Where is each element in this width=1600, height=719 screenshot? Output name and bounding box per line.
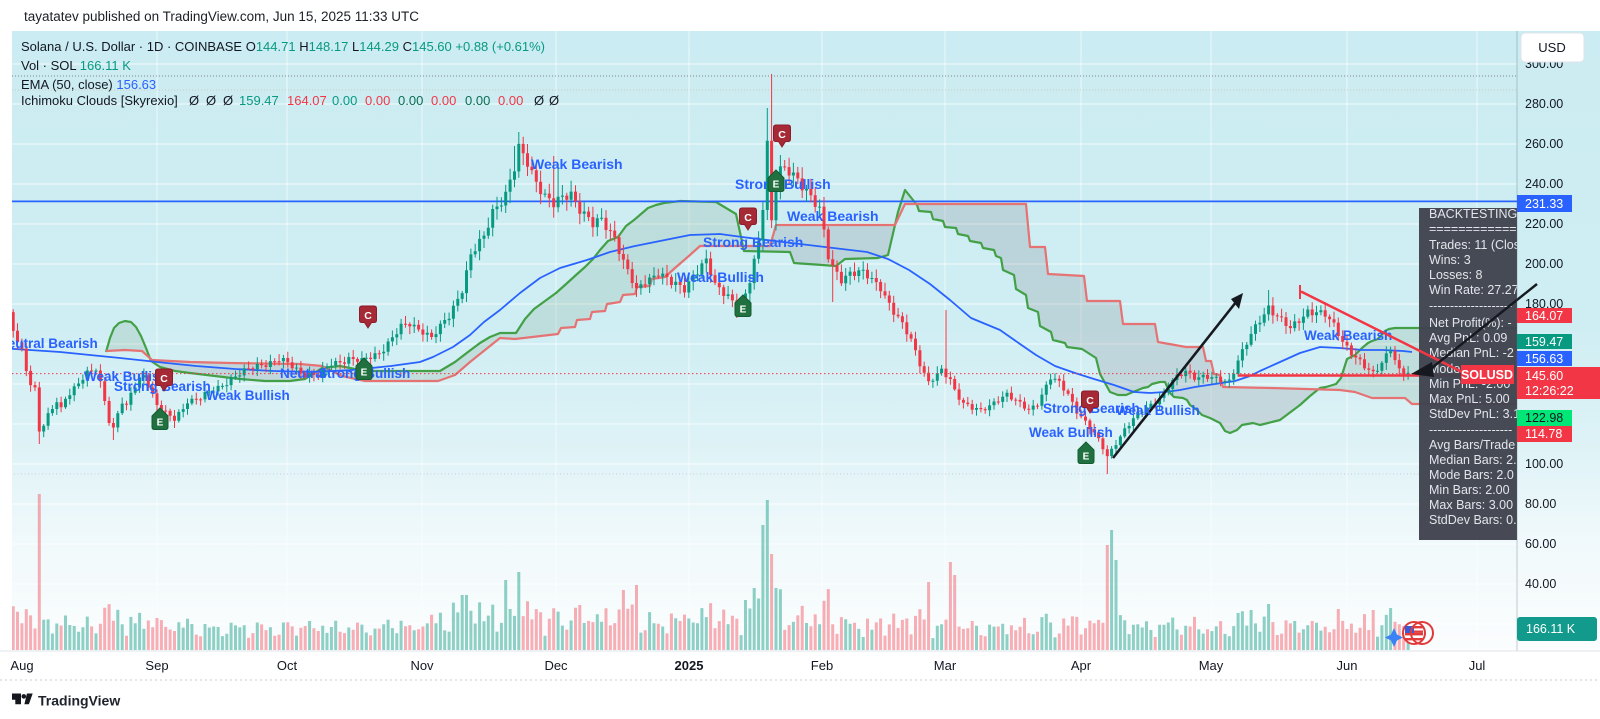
svg-text:Vol · SOL 166.11 K: Vol · SOL 166.11 K [21,58,131,73]
svg-text:Trades: 11 (Closed): Trades: 11 (Closed) [1429,238,1538,252]
svg-text:Weak Bullish: Weak Bullish [1116,403,1200,418]
svg-text:StdDev Bars: 0.: StdDev Bars: 0. [1429,513,1517,527]
svg-text:E: E [361,368,368,379]
svg-text:164.07: 164.07 [1525,309,1563,323]
svg-text:Mode Bars: 2.0: Mode Bars: 2.0 [1429,468,1514,482]
svg-text:Apr: Apr [1071,658,1092,673]
svg-text:StdDev PnL: 3.1: StdDev PnL: 3.1 [1429,407,1520,421]
svg-text:Win Rate: 27.27%: Win Rate: 27.27% [1429,283,1530,297]
svg-text:E: E [157,418,164,429]
svg-text:Weak Bullish: Weak Bullish [677,269,764,285]
svg-text:Strong Bearish: Strong Bearish [703,234,803,250]
svg-text:12:26:22: 12:26:22 [1525,384,1574,398]
svg-text:Avg Bars/Trade: Avg Bars/Trade [1429,438,1515,452]
svg-text:60.00: 60.00 [1525,537,1556,551]
svg-text:Losses: 8: Losses: 8 [1429,268,1483,282]
svg-text:E: E [1083,452,1090,463]
svg-text:Min Bars: 2.00: Min Bars: 2.00 [1429,483,1510,497]
svg-text:C: C [364,310,372,322]
svg-text:Jul: Jul [1469,658,1486,673]
svg-text:2025: 2025 [675,658,704,673]
svg-text:Mar: Mar [934,658,957,673]
svg-text:Solana / U.S. Dollar · 1D · CO: Solana / U.S. Dollar · 1D · COINBASE O14… [21,39,545,54]
svg-text:==============: ============== [1429,222,1531,236]
svg-text:TradingView: TradingView [38,693,120,709]
svg-text:Neutral Bearish: Neutral Bearish [0,336,98,351]
svg-text:Neutral: Neutral [280,366,327,381]
svg-text:E: E [773,180,780,191]
svg-text:C: C [1086,395,1094,407]
svg-text:--------------------: -------------------- [1429,299,1512,313]
svg-text:40.00: 40.00 [1525,577,1556,591]
svg-text:tayatatev published on Trading: tayatatev published on TradingView.com, … [24,9,419,24]
svg-text:USD: USD [1538,40,1565,55]
svg-text:EMA (50, close) 156.63: EMA (50, close) 156.63 [21,77,156,92]
svg-text:Weak Bearish: Weak Bearish [1304,328,1392,343]
svg-text:Aug: Aug [10,658,33,673]
svg-text:Weak Bullish: Weak Bullish [206,388,290,403]
svg-text:BACKTESTING STATS: BACKTESTING STATS [1429,207,1559,221]
svg-text:220.00: 220.00 [1525,217,1563,231]
svg-text:Dec: Dec [544,658,568,673]
svg-text:114.78: 114.78 [1525,427,1562,441]
svg-text:Oct: Oct [277,658,298,673]
svg-text:Nov: Nov [410,658,434,673]
svg-text:240.00: 240.00 [1525,177,1563,191]
svg-text:Net Profit(%): -: Net Profit(%): - [1429,316,1512,330]
svg-text:156.63: 156.63 [1525,352,1563,366]
svg-text:Sep: Sep [145,658,168,673]
svg-text:Median Bars: 2.: Median Bars: 2. [1429,453,1517,467]
svg-text:C: C [778,129,786,141]
svg-text:SOLUSD: SOLUSD [1461,368,1513,382]
svg-text:May: May [1199,658,1224,673]
svg-text:166.11 K: 166.11 K [1526,622,1576,636]
svg-text:Weak Bullish: Weak Bullish [84,369,168,384]
svg-text:280.00: 280.00 [1525,97,1563,111]
svg-text:145.60: 145.60 [1525,369,1563,383]
svg-text:C: C [744,212,752,224]
svg-text:Median PnL: -2: Median PnL: -2 [1429,346,1514,360]
svg-text:Weak Bearish: Weak Bearish [787,208,879,224]
svg-text:E: E [740,305,747,316]
svg-text:Max Bars: 3.00: Max Bars: 3.00 [1429,498,1513,512]
svg-text:Jun: Jun [1337,658,1358,673]
svg-text:Weak Bullish: Weak Bullish [1029,425,1113,440]
svg-text:Mode: Mode [1429,362,1460,376]
svg-text:260.00: 260.00 [1525,137,1563,151]
svg-text:80.00: 80.00 [1525,497,1556,511]
svg-text:122.98: 122.98 [1525,411,1563,425]
svg-text:Weak Bearish: Weak Bearish [531,156,623,172]
svg-text:Feb: Feb [811,658,833,673]
svg-text:180.00: 180.00 [1525,297,1563,311]
svg-text:C: C [160,373,168,385]
svg-text:Max PnL: 5.00: Max PnL: 5.00 [1429,392,1510,406]
svg-text:231.33: 231.33 [1525,197,1563,211]
svg-text:100.00: 100.00 [1525,457,1563,471]
svg-text:200.00: 200.00 [1525,257,1563,271]
svg-text:Wins: 3: Wins: 3 [1429,253,1471,267]
svg-text:--------------------: -------------------- [1429,423,1512,437]
svg-text:159.47: 159.47 [1525,335,1563,349]
